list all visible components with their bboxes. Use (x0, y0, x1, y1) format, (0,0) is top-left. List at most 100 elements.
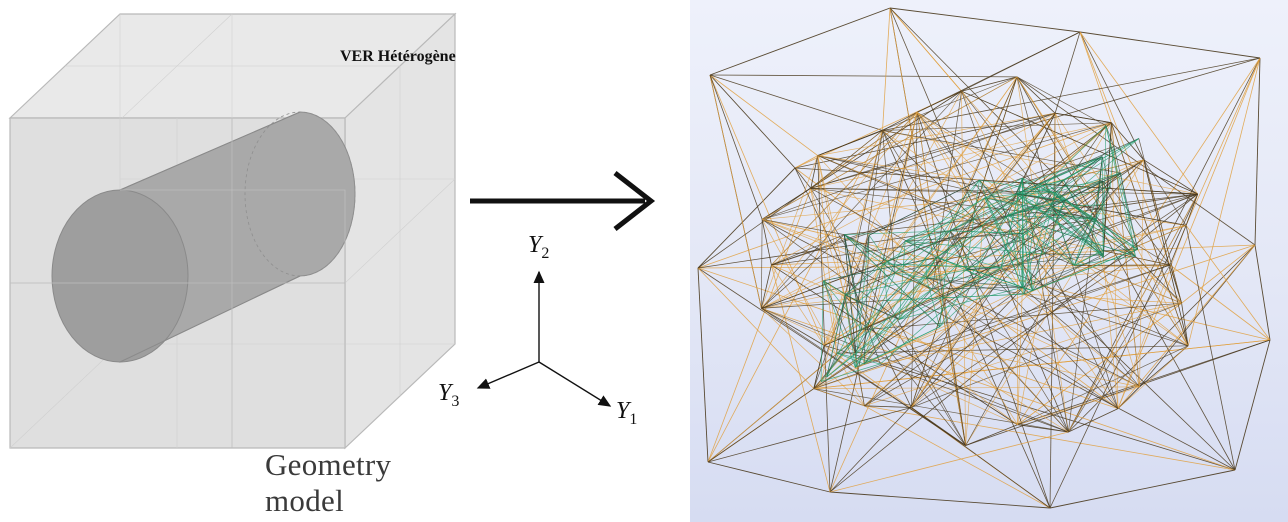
fiber-mesh-edge (1017, 193, 1104, 255)
mesh-edge (1049, 113, 1056, 509)
unit-cell-drawing (8, 12, 457, 450)
fiber-mesh-edge (984, 193, 1017, 199)
mesh-edge (910, 76, 1018, 408)
fiber-mesh-edge (932, 286, 1023, 290)
fiber-mesh-edge (1051, 172, 1121, 208)
fiber-mesh-edge (826, 263, 884, 378)
mesh-edge (1016, 76, 1056, 114)
fiber-mesh-edge (1039, 184, 1097, 220)
axis-y3-label: Y3 (438, 380, 460, 410)
fiber-mesh-edge (1113, 146, 1139, 250)
mesh-edge (709, 74, 825, 346)
mesh-edge (861, 112, 918, 330)
fiber-mesh-edge (894, 179, 980, 274)
fiber-mesh-edge (1052, 204, 1104, 208)
mesh-edge (771, 264, 825, 346)
mesh-edge (844, 193, 1198, 235)
coordinate-axes: Y2 Y3 Y1 (420, 220, 670, 522)
fiber-mesh-edge (886, 293, 1024, 301)
mesh-edge (1054, 31, 1081, 114)
mesh-edge (813, 345, 825, 389)
mesh-edge (1185, 57, 1261, 226)
fiber-mesh-edge (966, 267, 1001, 271)
mesh-edge (844, 234, 1119, 409)
fiber-mesh-edge (899, 269, 967, 320)
axis-y1-label: Y1 (616, 398, 638, 428)
mesh-edge (761, 122, 1112, 309)
fiber-mesh-edge (949, 183, 1047, 232)
mesh-edge (889, 7, 966, 446)
mesh-edge (1234, 339, 1271, 471)
fiber-mesh-edge (844, 263, 884, 296)
fiber-mesh-edge (899, 257, 937, 320)
fiber-mesh-edge (1051, 206, 1138, 250)
mesh-edge (1017, 287, 1023, 425)
mesh-edge (813, 264, 1171, 389)
mesh-edge (817, 155, 980, 181)
mesh-edge (1017, 386, 1140, 426)
fiber-mesh-edge (905, 192, 1018, 242)
mesh-edge (882, 130, 896, 273)
mesh-edge (1169, 225, 1187, 266)
mesh-edge (813, 339, 1271, 389)
mesh-edge (911, 255, 1136, 408)
fiber-mesh-edge (1095, 156, 1103, 220)
fiber-mesh-edge (939, 215, 1009, 327)
mesh-edge (1068, 156, 1103, 433)
fiber-mesh-edge (1105, 125, 1139, 250)
mesh-edge (761, 76, 1018, 220)
fiber-mesh-edge (1022, 192, 1056, 288)
fiber-mesh-edge (855, 257, 937, 368)
fiber-mesh-edge (1007, 186, 1111, 216)
fiber-mesh-edge (1102, 250, 1104, 258)
mesh-edge (1055, 112, 1112, 124)
tetrahedral-mesh-wireframe (697, 7, 1271, 509)
geometry-model-figure: VER Hétérogène Geometry model (0, 0, 460, 522)
mesh-edge (810, 187, 1018, 194)
fiber-mesh-edge (1000, 178, 1023, 268)
mesh-edge (761, 308, 865, 407)
fiber-mesh-edge (854, 272, 896, 368)
mesh-render-view (690, 0, 1288, 522)
fiber-mesh-edge (855, 240, 906, 353)
fiber-mesh-edge (820, 280, 824, 382)
fiber-mesh-edge (981, 277, 1033, 291)
fiber-mesh-edge (843, 234, 863, 330)
mesh-edge (882, 57, 1261, 131)
mesh-edge (697, 267, 815, 389)
fiber-mesh-edge (949, 230, 1024, 234)
fiber-mesh-edge (1105, 125, 1136, 257)
fiber-mesh-edge (1032, 192, 1056, 291)
fiber-mesh-edge (823, 280, 856, 368)
mesh-edge (889, 7, 1069, 433)
fiber-mesh-edge (925, 180, 980, 258)
fiber-mesh-edge (883, 197, 985, 265)
mesh-edge (864, 248, 1138, 407)
figure-title: VER Hétérogène (340, 48, 456, 65)
mesh-edge (709, 74, 1018, 78)
fiber-mesh-edge (1101, 156, 1111, 187)
fiber-mesh-edge (1007, 215, 1023, 288)
mesh-edge (1079, 31, 1261, 59)
mesh-edge (761, 219, 772, 266)
mesh-edge (1181, 303, 1189, 346)
mesh-edge (889, 7, 962, 92)
fiber-mesh-edge (879, 277, 982, 365)
mesh-edge (1102, 250, 1171, 266)
mesh-edge (761, 219, 763, 309)
axes-triad-drawing (476, 270, 612, 407)
mesh-edge (1139, 159, 1145, 387)
fiber-mesh-edge (984, 197, 1024, 234)
fiber-mesh-edge (1063, 179, 1104, 258)
mesh-edge (761, 234, 845, 309)
mesh-edge (707, 188, 812, 463)
mesh-edge (823, 206, 1053, 346)
mesh-edge (1023, 293, 1189, 347)
mesh-edge (910, 112, 918, 408)
axis-y3-line (476, 361, 540, 389)
fiber-mesh-edge (1055, 172, 1121, 193)
mesh-edge (1023, 293, 1182, 304)
mesh-edge (1079, 31, 1171, 266)
mesh-edge (762, 192, 1056, 220)
mesh-edge (936, 112, 1056, 258)
